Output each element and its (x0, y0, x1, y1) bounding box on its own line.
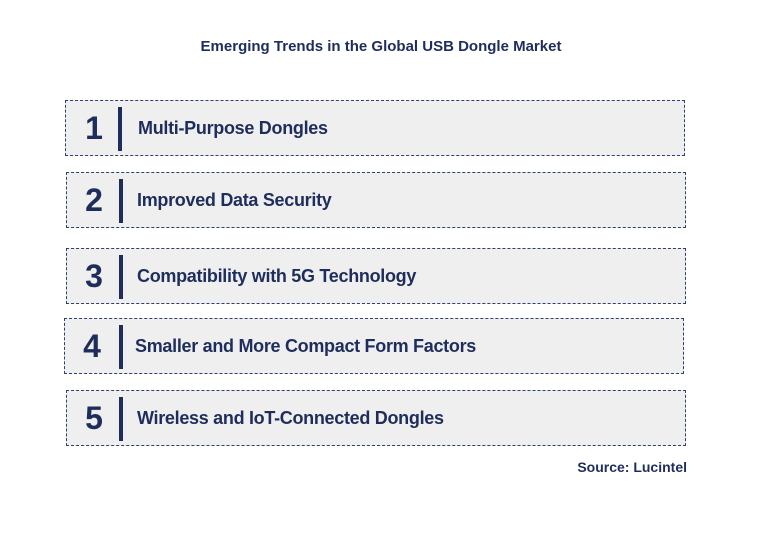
trend-item-5: 5 Wireless and IoT-Connected Dongles (66, 390, 686, 446)
trend-label: Smaller and More Compact Form Factors (135, 335, 476, 356)
trend-divider (118, 107, 122, 151)
diagram-title: Emerging Trends in the Global USB Dongle… (200, 38, 562, 55)
trend-item-3: 3 Compatibility with 5G Technology (66, 248, 686, 304)
trend-label: Wireless and IoT-Connected Dongles (137, 407, 444, 428)
trend-divider (119, 179, 123, 223)
trend-divider (119, 397, 123, 441)
trend-item-1: 1 Multi-Purpose Dongles (65, 100, 685, 156)
trend-label: Compatibility with 5G Technology (137, 265, 417, 286)
trend-divider (119, 255, 123, 299)
trend-number: 5 (85, 399, 103, 436)
trend-number: 3 (85, 257, 103, 294)
source-note: Source: Lucintel (577, 459, 687, 475)
trend-item-4: 4 Smaller and More Compact Form Factors (64, 318, 684, 374)
trend-label: Improved Data Security (137, 189, 332, 210)
trend-label: Multi-Purpose Dongles (138, 117, 328, 138)
trend-number: 4 (83, 327, 101, 364)
trend-item-2: 2 Improved Data Security (66, 172, 686, 228)
trend-number: 2 (85, 181, 103, 218)
trend-divider (119, 325, 123, 369)
trend-number: 1 (85, 109, 103, 146)
